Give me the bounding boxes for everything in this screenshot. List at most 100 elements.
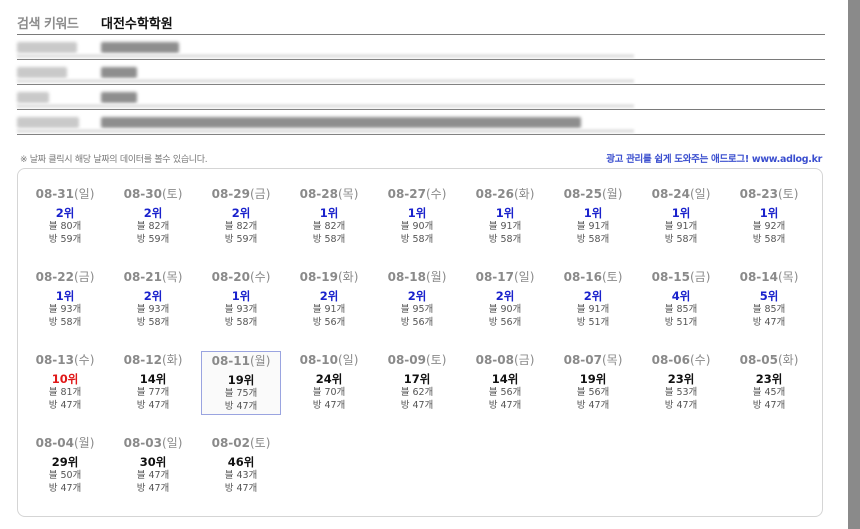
redacted-underline: [17, 54, 634, 58]
day-cell-08-25[interactable]: 08-25(월) 1위 블 91개 방 58개: [553, 185, 633, 249]
day-date-text: 08-20: [211, 270, 250, 284]
day-bang-count: 방 58개: [752, 234, 786, 245]
redacted-label: [17, 67, 67, 78]
day-date-text: 08-29: [211, 187, 250, 201]
day-date: 08-23(토): [729, 187, 809, 201]
day-date-text: 08-17: [475, 270, 514, 284]
day-rank: 19위: [227, 373, 255, 387]
adlog-link[interactable]: 광고 관리를 쉽게 도와주는 애드로그! www.adlog.kr: [606, 154, 822, 165]
day-bang-count: 방 58개: [312, 234, 346, 245]
day-cell-08-19[interactable]: 08-19(화) 2위 블 91개 방 56개: [289, 268, 369, 332]
day-date: 08-04(월): [25, 436, 105, 450]
day-cell-08-31[interactable]: 08-31(일) 2위 블 80개 방 59개: [25, 185, 105, 249]
day-date-text: 08-16: [563, 270, 602, 284]
day-weekday: (목): [161, 270, 183, 284]
day-cell-08-17[interactable]: 08-17(일) 2위 블 90개 방 56개: [465, 268, 545, 332]
day-rank: 1위: [759, 206, 779, 220]
day-date: 08-20(수): [201, 270, 281, 284]
day-cell-08-27[interactable]: 08-27(수) 1위 블 90개 방 58개: [377, 185, 457, 249]
day-cell-08-13[interactable]: 08-13(수) 10위 블 81개 방 47개: [25, 351, 105, 415]
day-date: 08-11(월): [202, 354, 280, 368]
day-cell-08-24[interactable]: 08-24(일) 1위 블 91개 방 58개: [641, 185, 721, 249]
day-cell-08-23[interactable]: 08-23(토) 1위 블 92개 방 58개: [729, 185, 809, 249]
day-weekday: (금): [689, 270, 711, 284]
day-weekday: (금): [73, 270, 95, 284]
day-cell-08-09[interactable]: 08-09(토) 17위 블 62개 방 47개: [377, 351, 457, 415]
day-blog-count: 블 93개: [136, 304, 170, 315]
day-cell-08-14[interactable]: 08-14(목) 5위 블 85개 방 47개: [729, 268, 809, 332]
day-rank: 29위: [51, 455, 79, 469]
day-cell-08-15[interactable]: 08-15(금) 4위 블 85개 방 51개: [641, 268, 721, 332]
day-blog-count: 블 47개: [136, 470, 170, 481]
day-date-text: 08-07: [563, 353, 602, 367]
day-cell-08-26[interactable]: 08-26(화) 1위 블 91개 방 58개: [465, 185, 545, 249]
redacted-value: [101, 42, 179, 53]
redacted-underline: [17, 129, 634, 133]
day-bang-count: 방 51개: [576, 317, 610, 328]
day-bang-count: 방 51개: [664, 317, 698, 328]
day-cell-08-11[interactable]: 08-11(월) 19위 블 75개 방 47개: [201, 351, 281, 415]
day-cell-08-20[interactable]: 08-20(수) 1위 블 93개 방 58개: [201, 268, 281, 332]
day-blog-count: 블 85개: [752, 304, 786, 315]
day-bang-count: 방 47개: [400, 400, 434, 411]
day-date-text: 08-06: [651, 353, 690, 367]
day-weekday: (일): [513, 270, 535, 284]
day-date: 08-10(일): [289, 353, 369, 367]
day-bang-count: 방 47개: [664, 400, 698, 411]
day-cell-08-02[interactable]: 08-02(토) 46위 블 43개 방 47개: [201, 434, 281, 498]
day-cell-08-10[interactable]: 08-10(일) 24위 블 70개 방 47개: [289, 351, 369, 415]
day-bang-count: 방 56개: [488, 317, 522, 328]
keyword-row: 검색 키워드 대전수학학원: [17, 10, 825, 35]
day-date-text: 08-25: [563, 187, 602, 201]
day-rank: 1위: [671, 206, 691, 220]
day-bang-count: 방 59개: [224, 234, 258, 245]
day-rank: 19위: [579, 372, 607, 386]
day-blog-count: 블 77개: [136, 387, 170, 398]
day-cell-08-30[interactable]: 08-30(토) 2위 블 82개 방 59개: [113, 185, 193, 249]
day-cell-08-28[interactable]: 08-28(목) 1위 블 82개 방 58개: [289, 185, 369, 249]
day-bang-count: 방 47개: [576, 400, 610, 411]
day-cell-08-12[interactable]: 08-12(화) 14위 블 77개 방 47개: [113, 351, 193, 415]
day-blog-count: 블 91개: [576, 304, 610, 315]
day-bang-count: 방 47개: [488, 400, 522, 411]
day-cell-08-08[interactable]: 08-08(금) 14위 블 56개 방 47개: [465, 351, 545, 415]
day-date: 08-14(목): [729, 270, 809, 284]
day-date-text: 08-19: [299, 270, 338, 284]
day-cell-08-06[interactable]: 08-06(수) 23위 블 53개 방 47개: [641, 351, 721, 415]
day-weekday: (토): [601, 270, 623, 284]
day-weekday: (수): [249, 270, 271, 284]
day-cell-08-22[interactable]: 08-22(금) 1위 블 93개 방 58개: [25, 268, 105, 332]
day-cell-08-07[interactable]: 08-07(목) 19위 블 56개 방 47개: [553, 351, 633, 415]
keyword-label: 검색 키워드: [17, 16, 79, 32]
day-cell-08-21[interactable]: 08-21(목) 2위 블 93개 방 58개: [113, 268, 193, 332]
day-date-text: 08-11: [211, 354, 250, 368]
day-cell-08-03[interactable]: 08-03(일) 30위 블 47개 방 47개: [113, 434, 193, 498]
day-blog-count: 블 70개: [312, 387, 346, 398]
day-bang-count: 방 47개: [48, 483, 82, 494]
scrollbar[interactable]: [848, 0, 860, 529]
day-cell-08-05[interactable]: 08-05(화) 23위 블 45개 방 47개: [729, 351, 809, 415]
day-rank: 1위: [495, 206, 515, 220]
day-date: 08-31(일): [25, 187, 105, 201]
day-date-text: 08-08: [475, 353, 514, 367]
day-blog-count: 블 50개: [48, 470, 82, 481]
day-cell-08-16[interactable]: 08-16(토) 2위 블 91개 방 51개: [553, 268, 633, 332]
day-weekday: (화): [161, 353, 183, 367]
info-line: ※ 날짜 클릭시 해당 날짜의 데이터를 볼수 있습니다. 광고 관리를 쉽게 …: [20, 151, 822, 165]
day-rank: 46위: [227, 455, 255, 469]
day-date-text: 08-14: [739, 270, 778, 284]
day-blog-count: 블 53개: [664, 387, 698, 398]
day-date-text: 08-03: [123, 436, 162, 450]
day-date-text: 08-12: [123, 353, 162, 367]
day-date: 08-28(목): [289, 187, 369, 201]
day-cell-08-29[interactable]: 08-29(금) 2위 블 82개 방 59개: [201, 185, 281, 249]
day-date: 08-29(금): [201, 187, 281, 201]
day-bang-count: 방 56개: [312, 317, 346, 328]
day-weekday: (일): [337, 353, 359, 367]
day-blog-count: 블 75개: [224, 388, 258, 399]
day-blog-count: 블 56개: [576, 387, 610, 398]
day-cell-08-18[interactable]: 08-18(월) 2위 블 95개 방 56개: [377, 268, 457, 332]
redacted-label: [17, 92, 49, 103]
day-date: 08-30(토): [113, 187, 193, 201]
